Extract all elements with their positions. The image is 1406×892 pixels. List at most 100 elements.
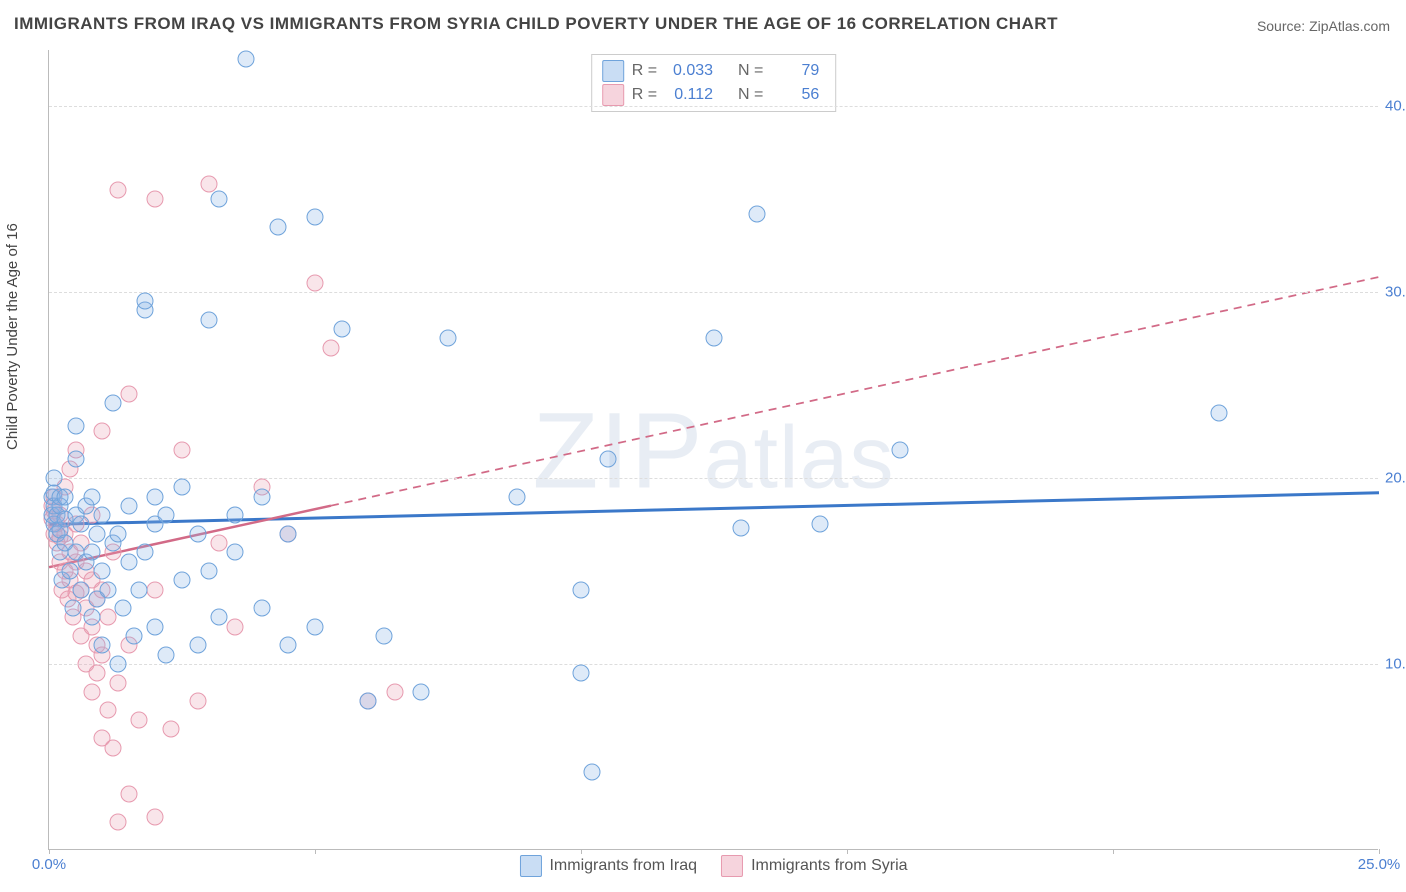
scatter-marker (67, 451, 84, 468)
x-tick-mark (1113, 849, 1114, 854)
scatter-marker (147, 488, 164, 505)
swatch-pink-icon (602, 84, 624, 106)
scatter-marker (189, 693, 206, 710)
gridline-h (49, 478, 1378, 479)
scatter-marker (307, 618, 324, 635)
x-tick-mark (847, 849, 848, 854)
n-value-syria: 56 (771, 83, 819, 107)
scatter-marker (583, 763, 600, 780)
swatch-pink-icon (721, 855, 743, 877)
scatter-marker (147, 808, 164, 825)
scatter-marker (892, 442, 909, 459)
stats-row-syria: R = 0.112 N = 56 (602, 83, 820, 107)
x-tick-label: 0.0% (32, 856, 66, 873)
scatter-marker (227, 507, 244, 524)
scatter-marker (322, 339, 339, 356)
scatter-marker (189, 637, 206, 654)
scatter-marker (269, 218, 286, 235)
y-tick-label: 30.0% (1385, 283, 1406, 300)
trend-line (49, 493, 1379, 525)
scatter-marker (56, 488, 73, 505)
scatter-marker (147, 581, 164, 598)
scatter-marker (158, 507, 175, 524)
scatter-marker (136, 293, 153, 310)
gridline-h (49, 106, 1378, 107)
y-axis-label: Child Poverty Under the Age of 16 (4, 223, 21, 450)
scatter-plot: ZIPatlas R = 0.033 N = 79 R = 0.112 N = … (48, 50, 1378, 850)
trend-lines-layer (49, 50, 1378, 849)
scatter-marker (573, 581, 590, 598)
scatter-marker (732, 520, 749, 537)
scatter-marker (174, 572, 191, 589)
scatter-marker (88, 525, 105, 542)
watermark-text: ZIPatlas (533, 387, 895, 512)
scatter-marker (94, 507, 111, 524)
source-attribution: Source: ZipAtlas.com (1257, 18, 1390, 34)
scatter-marker (110, 525, 127, 542)
scatter-marker (227, 544, 244, 561)
scatter-marker (120, 786, 137, 803)
correlation-stats-box: R = 0.033 N = 79 R = 0.112 N = 56 (591, 54, 837, 112)
scatter-marker (83, 609, 100, 626)
scatter-marker (131, 711, 148, 728)
scatter-marker (120, 497, 137, 514)
legend: Immigrants from Iraq Immigrants from Syr… (519, 855, 907, 877)
scatter-marker (83, 544, 100, 561)
scatter-marker (110, 655, 127, 672)
trend-line (331, 277, 1379, 506)
scatter-marker (147, 190, 164, 207)
stats-row-iraq: R = 0.033 N = 79 (602, 59, 820, 83)
scatter-marker (386, 683, 403, 700)
scatter-marker (333, 321, 350, 338)
scatter-marker (88, 665, 105, 682)
scatter-marker (110, 674, 127, 691)
scatter-marker (174, 442, 191, 459)
r-value-syria: 0.112 (665, 83, 713, 107)
scatter-marker (67, 417, 84, 434)
scatter-marker (211, 190, 228, 207)
scatter-marker (99, 581, 116, 598)
scatter-marker (307, 209, 324, 226)
scatter-marker (227, 618, 244, 635)
scatter-marker (253, 488, 270, 505)
scatter-marker (147, 618, 164, 635)
scatter-marker (599, 451, 616, 468)
x-tick-mark (581, 849, 582, 854)
scatter-marker (99, 609, 116, 626)
legend-item-iraq: Immigrants from Iraq (519, 855, 697, 877)
scatter-marker (748, 205, 765, 222)
n-value-iraq: 79 (771, 59, 819, 83)
scatter-marker (126, 628, 143, 645)
source-name: ZipAtlas.com (1309, 18, 1390, 34)
n-label: N = (738, 59, 763, 83)
scatter-marker (189, 525, 206, 542)
scatter-marker (812, 516, 829, 533)
chart-title: IMMIGRANTS FROM IRAQ VS IMMIGRANTS FROM … (14, 14, 1058, 34)
scatter-marker (62, 562, 79, 579)
scatter-marker (237, 51, 254, 68)
y-tick-label: 20.0% (1385, 469, 1406, 486)
legend-label: Immigrants from Iraq (549, 857, 697, 875)
scatter-marker (509, 488, 526, 505)
scatter-marker (573, 665, 590, 682)
scatter-marker (440, 330, 457, 347)
scatter-marker (307, 274, 324, 291)
scatter-marker (200, 562, 217, 579)
swatch-blue-icon (602, 60, 624, 82)
x-tick-mark (1379, 849, 1380, 854)
scatter-marker (120, 553, 137, 570)
scatter-marker (200, 175, 217, 192)
scatter-marker (360, 693, 377, 710)
scatter-marker (253, 600, 270, 617)
scatter-marker (72, 516, 89, 533)
scatter-marker (1211, 404, 1228, 421)
r-label: R = (632, 83, 657, 107)
scatter-marker (99, 702, 116, 719)
swatch-blue-icon (519, 855, 541, 877)
scatter-marker (413, 683, 430, 700)
scatter-marker (83, 488, 100, 505)
scatter-marker (163, 721, 180, 738)
y-tick-label: 40.0% (1385, 97, 1406, 114)
scatter-marker (46, 469, 63, 486)
n-label: N = (738, 83, 763, 107)
